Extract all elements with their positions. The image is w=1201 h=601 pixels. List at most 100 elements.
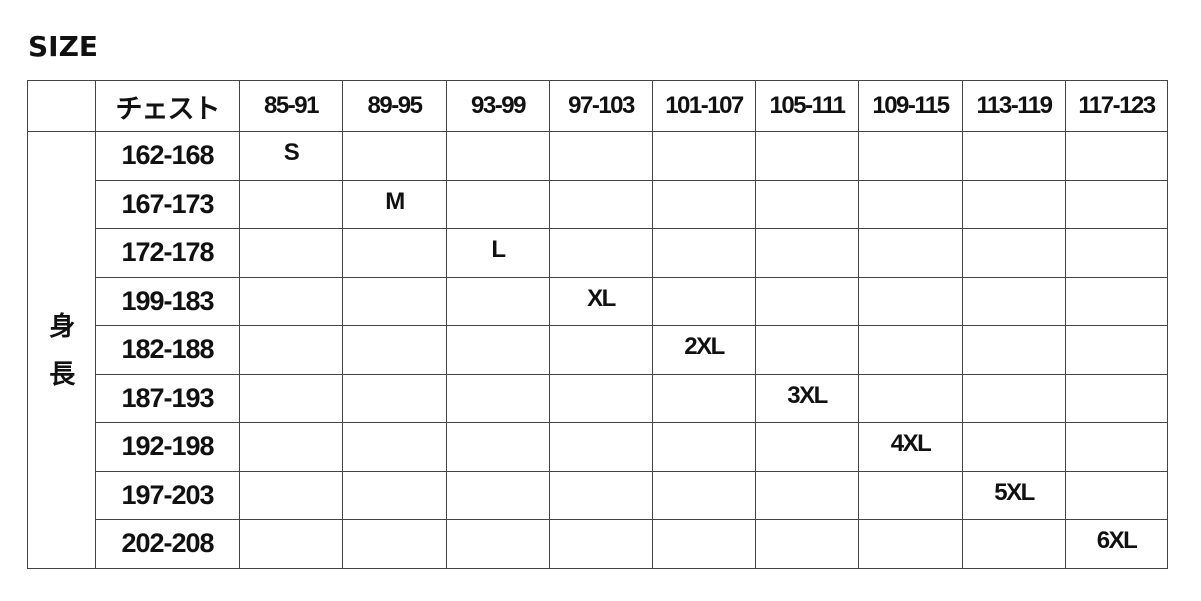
empty-cell xyxy=(858,131,963,181)
size-cell: L xyxy=(446,228,550,278)
empty-cell xyxy=(446,373,550,423)
chest-range-header: 89-95 xyxy=(342,80,447,132)
height-label-char: 身 xyxy=(49,310,75,341)
empty-cell xyxy=(962,228,1066,278)
empty-cell xyxy=(755,131,859,181)
empty-cell xyxy=(342,276,447,326)
empty-cell xyxy=(1065,422,1168,472)
empty-cell xyxy=(239,276,343,326)
empty-cell xyxy=(549,373,653,423)
empty-cell xyxy=(1065,179,1168,229)
empty-cell xyxy=(858,276,963,326)
height-range: 167-173 xyxy=(95,179,240,229)
chest-label: チェスト xyxy=(95,80,240,132)
empty-cell xyxy=(549,228,653,278)
empty-cell xyxy=(755,276,859,326)
empty-cell xyxy=(1065,470,1168,520)
empty-cell xyxy=(239,422,343,472)
empty-cell xyxy=(549,131,653,181)
empty-cell xyxy=(858,519,963,569)
empty-cell xyxy=(858,228,963,278)
table-row: 167-173 M xyxy=(28,179,1168,229)
empty-cell xyxy=(652,422,756,472)
size-cell: 4XL xyxy=(858,422,963,472)
empty-cell xyxy=(239,519,343,569)
empty-cell xyxy=(549,325,653,375)
height-range: 162-168 xyxy=(95,131,240,181)
empty-cell xyxy=(342,470,447,520)
height-range: 199-183 xyxy=(95,276,240,326)
empty-cell xyxy=(239,228,343,278)
empty-cell xyxy=(652,228,756,278)
empty-cell xyxy=(962,519,1066,569)
size-cell: S xyxy=(239,131,343,181)
chest-range-header: 93-99 xyxy=(446,80,550,132)
height-range: 182-188 xyxy=(95,325,240,375)
size-cell: 6XL xyxy=(1065,519,1168,569)
empty-cell xyxy=(962,131,1066,181)
empty-cell xyxy=(446,276,550,326)
empty-cell xyxy=(549,422,653,472)
empty-cell xyxy=(549,470,653,520)
empty-cell xyxy=(652,373,756,423)
empty-cell xyxy=(446,179,550,229)
empty-cell xyxy=(858,179,963,229)
table-row: 197-203 5XL xyxy=(28,470,1168,520)
chest-range-header: 113-119 xyxy=(962,80,1066,132)
empty-cell xyxy=(652,470,756,520)
size-cell: 2XL xyxy=(652,325,756,375)
empty-cell xyxy=(652,131,756,181)
table-row: 182-188 2XL xyxy=(28,325,1168,375)
table-row: 202-208 6XL xyxy=(28,519,1168,569)
page-title: SIZE xyxy=(28,30,99,63)
size-cell: 5XL xyxy=(962,470,1066,520)
empty-cell xyxy=(446,131,550,181)
empty-cell xyxy=(239,179,343,229)
empty-cell xyxy=(755,228,859,278)
corner-cell xyxy=(27,80,96,132)
empty-cell xyxy=(1065,131,1168,181)
empty-cell xyxy=(342,373,447,423)
empty-cell xyxy=(549,179,653,229)
empty-cell xyxy=(962,276,1066,326)
empty-cell xyxy=(1065,276,1168,326)
chest-range-header: 101-107 xyxy=(652,80,756,132)
empty-cell xyxy=(858,325,963,375)
header-row: チェスト 85-91 89-95 93-99 97-103 101-107 105-111 1… xyxy=(27,80,1168,132)
empty-cell xyxy=(755,179,859,229)
size-table: チェスト 85-91 89-95 93-99 97-103 101-107 105-111 1… xyxy=(27,80,1168,569)
table-row: 身長 162-168 S xyxy=(27,131,1168,569)
empty-cell xyxy=(962,422,1066,472)
empty-cell xyxy=(239,325,343,375)
chest-range-header: 97-103 xyxy=(549,80,653,132)
chest-range-header: 117-123 xyxy=(1065,80,1168,132)
height-range: 202-208 xyxy=(95,519,240,569)
empty-cell xyxy=(239,470,343,520)
size-cell: XL xyxy=(549,276,653,326)
height-range: 197-203 xyxy=(95,470,240,520)
table-row: 187-193 3XL xyxy=(28,373,1168,423)
empty-cell xyxy=(446,325,550,375)
height-range: 172-178 xyxy=(95,228,240,278)
height-range: 192-198 xyxy=(95,422,240,472)
height-label-char: 長 xyxy=(49,358,75,389)
empty-cell xyxy=(858,373,963,423)
empty-cell xyxy=(962,373,1066,423)
empty-cell xyxy=(1065,228,1168,278)
empty-cell xyxy=(342,519,447,569)
empty-cell xyxy=(962,179,1066,229)
empty-cell xyxy=(446,470,550,520)
empty-cell xyxy=(446,519,550,569)
empty-cell xyxy=(755,422,859,472)
chest-range-header: 105-111 xyxy=(755,80,859,132)
empty-cell xyxy=(1065,373,1168,423)
empty-cell xyxy=(755,325,859,375)
empty-cell xyxy=(549,519,653,569)
table-row: 199-183 XL xyxy=(28,276,1168,326)
height-label: 身長 xyxy=(27,131,96,569)
size-cell: M xyxy=(342,179,447,229)
empty-cell xyxy=(342,131,447,181)
table-row: 192-198 4XL xyxy=(28,422,1168,472)
empty-cell xyxy=(755,470,859,520)
chest-range-header: 85-91 xyxy=(239,80,343,132)
